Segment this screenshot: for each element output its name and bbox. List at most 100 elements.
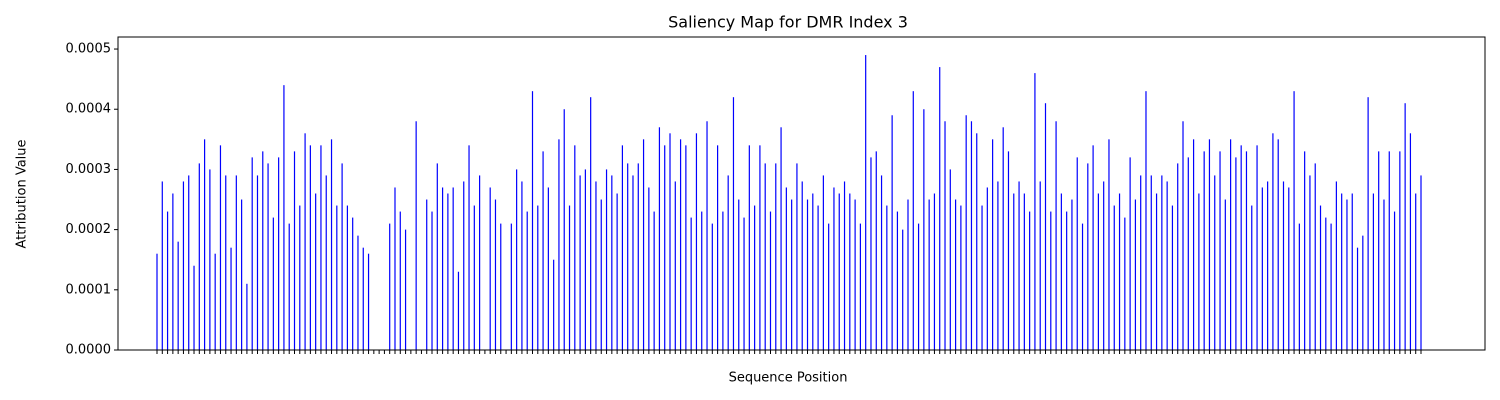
bar	[743, 217, 745, 350]
y-tick-label: 0.0005	[66, 42, 112, 57]
bar	[838, 193, 840, 350]
bar	[1277, 139, 1279, 350]
bar	[759, 145, 761, 350]
bar	[949, 169, 951, 350]
bar	[616, 193, 618, 350]
bar	[278, 157, 280, 350]
bar	[1177, 163, 1179, 350]
bar	[1013, 193, 1015, 350]
bar	[1240, 145, 1242, 350]
bar	[1245, 151, 1248, 350]
bar	[1192, 139, 1195, 350]
bar	[1293, 91, 1295, 350]
bar	[1335, 181, 1337, 350]
bar	[769, 211, 772, 350]
bar	[209, 169, 211, 350]
bar	[658, 127, 661, 351]
bar	[1145, 91, 1147, 350]
bar	[1002, 127, 1004, 351]
bar	[166, 211, 169, 350]
bar	[653, 211, 655, 350]
bar	[315, 193, 317, 350]
bar	[1409, 133, 1412, 350]
bar	[1034, 73, 1036, 350]
bar	[1108, 139, 1110, 350]
bar	[389, 223, 391, 350]
bar	[611, 175, 613, 350]
bar	[1341, 193, 1343, 350]
bar	[1155, 193, 1158, 350]
bar	[1367, 97, 1369, 350]
bar	[917, 223, 920, 350]
bar	[510, 223, 512, 350]
bar	[1166, 181, 1168, 350]
bar	[970, 121, 973, 351]
bar	[954, 199, 957, 350]
bar	[875, 151, 877, 350]
bar	[1251, 205, 1253, 350]
bar	[600, 199, 602, 350]
bar	[1087, 163, 1089, 350]
bar	[1187, 157, 1189, 350]
bar	[431, 211, 433, 350]
bar	[574, 145, 576, 350]
bar	[748, 145, 750, 350]
bar	[468, 145, 470, 350]
plot-frame	[117, 36, 1486, 351]
bar	[579, 175, 581, 350]
bar	[891, 115, 893, 350]
bar	[558, 139, 560, 350]
bar	[701, 211, 703, 350]
bar	[1378, 151, 1380, 350]
bar	[642, 139, 645, 350]
bar	[648, 187, 650, 350]
bar	[896, 211, 899, 350]
bar	[246, 283, 248, 350]
bar	[404, 229, 407, 350]
bar	[214, 253, 216, 350]
bar	[1399, 151, 1401, 350]
bar	[1103, 181, 1105, 350]
bar	[479, 175, 481, 350]
bar	[161, 181, 163, 350]
bar	[1171, 205, 1174, 350]
bar	[198, 163, 200, 350]
bar	[637, 163, 639, 350]
bar	[843, 181, 846, 350]
bar	[320, 145, 322, 350]
bar	[1272, 133, 1274, 350]
bar	[521, 181, 523, 350]
bar	[997, 181, 999, 350]
bar	[1050, 211, 1052, 350]
bar	[865, 55, 867, 351]
bar	[870, 157, 872, 350]
bar	[584, 169, 586, 350]
bar	[293, 151, 296, 350]
bar	[1182, 121, 1184, 351]
bar	[531, 91, 534, 350]
bar	[801, 181, 803, 350]
bar	[1097, 193, 1099, 350]
bar	[1219, 151, 1221, 350]
bar	[177, 241, 179, 350]
bar	[1118, 193, 1121, 350]
y-axis-label: Attribution Value	[15, 139, 30, 248]
bar	[933, 193, 936, 350]
bar	[256, 175, 259, 350]
bar	[965, 115, 967, 350]
bar	[1076, 157, 1078, 350]
bar	[732, 97, 735, 350]
bar	[225, 175, 227, 350]
bar	[854, 199, 856, 350]
bar	[330, 139, 333, 350]
bar	[632, 175, 634, 350]
bar	[1039, 181, 1041, 350]
bar	[526, 211, 528, 350]
bar	[1325, 217, 1327, 350]
bar	[1224, 199, 1226, 350]
bar	[664, 145, 666, 350]
bar	[547, 187, 549, 350]
bar	[494, 199, 497, 350]
bar	[669, 133, 671, 350]
bar	[230, 247, 232, 350]
